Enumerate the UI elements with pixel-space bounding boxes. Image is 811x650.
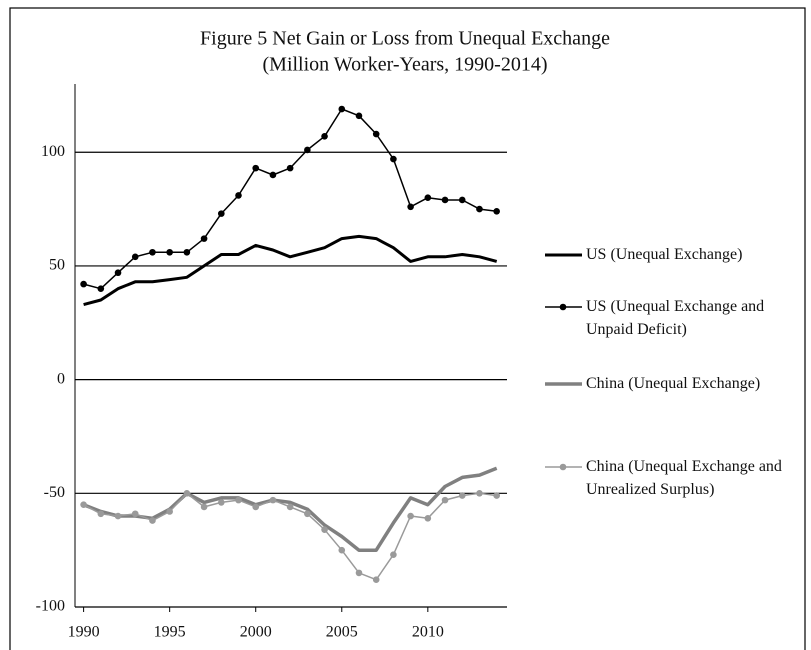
marker [372, 576, 380, 584]
marker [166, 508, 173, 515]
marker [372, 130, 380, 138]
marker [97, 510, 105, 518]
series-line [83, 108, 497, 290]
marker [424, 515, 432, 522]
marker [441, 496, 449, 504]
marker [131, 253, 139, 261]
marker [304, 510, 311, 518]
y-tick-label: 50 [49, 257, 65, 274]
marker [355, 112, 363, 120]
marker [355, 569, 363, 577]
y-tick-label: -100 [36, 598, 65, 615]
marker [235, 496, 242, 504]
marker [200, 503, 208, 511]
series-line [83, 234, 498, 307]
marker [458, 196, 466, 204]
marker [493, 492, 500, 499]
marker [200, 235, 208, 242]
x-tick-label: 1995 [154, 624, 186, 641]
marker [304, 146, 311, 154]
legend-label: China (Unequal Exchange) [586, 375, 761, 392]
marker [407, 203, 414, 211]
marker [149, 517, 156, 524]
x-tick-label: 2000 [240, 624, 272, 641]
marker [217, 499, 225, 506]
marker [235, 192, 242, 199]
marker [458, 492, 466, 499]
marker [390, 155, 397, 163]
marker [286, 164, 294, 172]
marker [321, 133, 328, 140]
marker [183, 248, 191, 256]
chart-title: Figure 5 Net Gain or Loss from Unequal E… [200, 28, 610, 50]
x-tick-label: 2005 [326, 624, 358, 641]
marker [166, 248, 173, 256]
marker [321, 526, 328, 533]
marker [97, 285, 105, 292]
marker [338, 546, 346, 554]
y-tick-label: 100 [41, 143, 65, 160]
frame [9, 7, 806, 650]
x-tick-label: 2010 [412, 624, 444, 641]
chart-subtitle: (Million Worker-Years, 1990-2014) [263, 54, 548, 76]
y-tick-label: 0 [57, 370, 65, 387]
marker [131, 510, 139, 518]
marker [407, 512, 414, 520]
marker [183, 490, 191, 497]
x-tick-label: 1990 [68, 624, 100, 641]
y-tick-label: -50 [44, 484, 65, 501]
marker [269, 171, 277, 179]
marker [80, 280, 87, 288]
marker [114, 512, 122, 520]
legend-marker [559, 463, 567, 471]
marker [269, 496, 277, 504]
marker [252, 503, 260, 511]
legend-label: US (Unequal Exchange and Unpaid Deficit) [586, 298, 765, 338]
marker [476, 205, 483, 213]
marker [338, 105, 346, 113]
marker [114, 269, 122, 277]
marker [149, 248, 156, 256]
marker [476, 490, 483, 497]
marker [286, 503, 294, 511]
marker [493, 208, 500, 215]
legend-label: China (Unequal Exchange and Unrealized S… [586, 458, 782, 498]
marker [390, 551, 397, 558]
marker [252, 164, 260, 172]
marker [441, 196, 449, 204]
marker [80, 501, 87, 508]
marker [217, 210, 225, 217]
marker [424, 194, 432, 201]
legend-label: US (Unequal Exchange) [586, 246, 743, 263]
legend-marker [559, 303, 567, 311]
